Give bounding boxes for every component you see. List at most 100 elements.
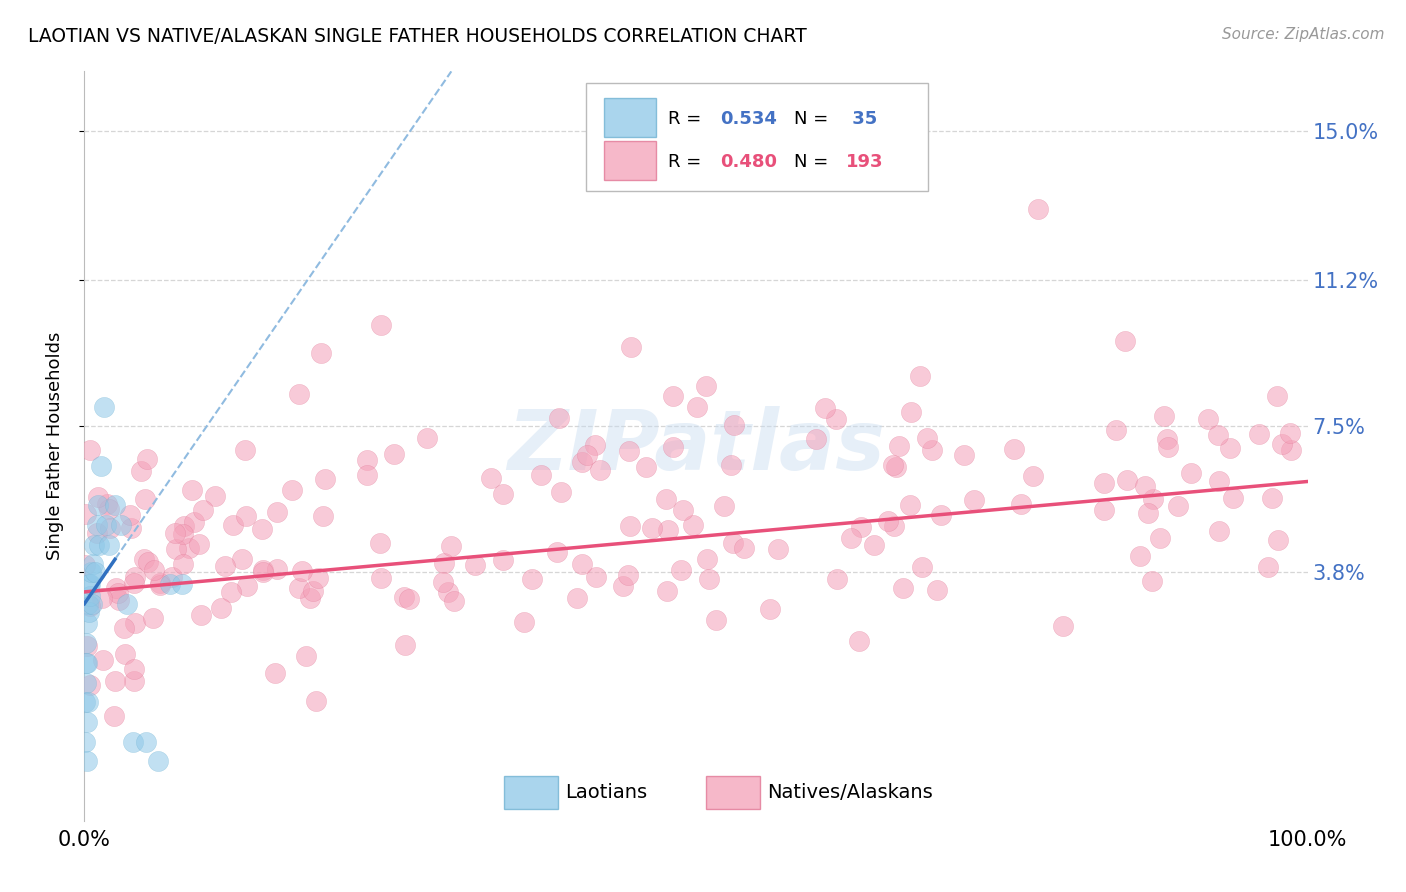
Point (252, 563, 274, 577)
Text: Laotians: Laotians (565, 782, 647, 802)
Text: 0.480: 0.480 (720, 153, 778, 170)
Point (236, 579, 259, 593)
Point (825, 411, 848, 425)
Point (160, 569, 183, 583)
Point (619, 444, 641, 458)
Point (124, 570, 146, 584)
Point (79, 443, 101, 458)
Point (77, 597, 100, 611)
Point (915, 431, 938, 445)
Point (695, 379, 717, 393)
Point (953, 448, 976, 462)
Point (398, 592, 420, 607)
Point (804, 432, 827, 446)
Point (672, 503, 695, 517)
Point (122, 735, 145, 749)
Point (146, 755, 169, 769)
Point (76, 616, 98, 631)
Point (620, 340, 643, 354)
FancyBboxPatch shape (605, 98, 655, 137)
Point (1271, 436, 1294, 450)
Point (91, 653, 114, 667)
Point (80, 565, 103, 579)
Point (312, 508, 335, 523)
Point (112, 621, 135, 635)
Point (839, 531, 862, 545)
Point (75, 675, 97, 690)
Point (1105, 423, 1128, 437)
Point (103, 709, 125, 723)
Point (110, 517, 132, 532)
Point (79, 599, 101, 613)
Point (76, 695, 98, 709)
Point (883, 519, 905, 533)
Point (107, 586, 129, 600)
Point (311, 346, 333, 360)
Text: Source: ZipAtlas.com: Source: ZipAtlas.com (1222, 27, 1385, 42)
Text: 35: 35 (846, 111, 877, 128)
Point (264, 665, 287, 680)
Point (266, 562, 288, 576)
Point (1135, 479, 1157, 493)
Point (172, 527, 194, 541)
Text: Natives/Alaskans: Natives/Alaskans (766, 782, 932, 802)
Point (655, 491, 678, 506)
Point (368, 536, 391, 550)
Point (1197, 412, 1219, 426)
Point (636, 459, 658, 474)
Point (122, 662, 145, 676)
Point (1208, 474, 1230, 488)
Point (612, 579, 634, 593)
Point (720, 458, 742, 472)
Point (1092, 475, 1115, 490)
Point (233, 442, 256, 457)
Point (266, 505, 288, 519)
Point (122, 673, 145, 688)
Point (76, 755, 98, 769)
Point (108, 593, 131, 607)
Point (115, 597, 138, 611)
Point (662, 440, 685, 454)
Point (96, 497, 118, 511)
Point (149, 576, 172, 591)
Point (443, 594, 465, 608)
Point (575, 448, 598, 462)
Point (911, 560, 934, 574)
Point (585, 570, 607, 584)
Point (1265, 389, 1288, 403)
Point (1092, 503, 1115, 517)
Point (214, 558, 236, 573)
Point (75, 636, 97, 650)
Point (963, 492, 986, 507)
Point (79, 589, 101, 603)
Point (1206, 428, 1229, 442)
Point (1010, 497, 1032, 511)
Point (619, 519, 641, 533)
Point (583, 437, 606, 451)
Point (1142, 491, 1164, 506)
Point (571, 455, 593, 469)
Point (863, 538, 886, 552)
Point (759, 602, 782, 616)
Point (655, 583, 678, 598)
Point (733, 541, 755, 556)
Point (492, 553, 515, 567)
Point (696, 551, 718, 566)
Point (491, 486, 513, 500)
Point (305, 694, 328, 708)
Point (908, 368, 931, 383)
Point (287, 581, 309, 595)
Point (90, 458, 112, 473)
Point (299, 591, 322, 605)
FancyBboxPatch shape (706, 776, 759, 809)
Point (79, 678, 101, 692)
Point (550, 485, 572, 500)
Point (86, 517, 108, 532)
Point (149, 578, 172, 592)
Point (520, 573, 543, 587)
Point (356, 468, 378, 483)
Point (231, 552, 253, 566)
Point (1026, 202, 1049, 216)
Point (849, 520, 872, 534)
Point (135, 735, 157, 749)
